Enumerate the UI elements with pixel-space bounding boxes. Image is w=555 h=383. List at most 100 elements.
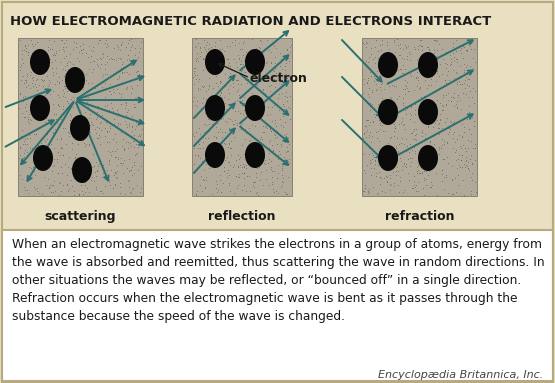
Point xyxy=(49,88,58,94)
Point xyxy=(199,167,208,173)
Point xyxy=(63,88,72,94)
Point xyxy=(443,61,452,67)
Point xyxy=(132,69,140,75)
Point xyxy=(392,135,401,141)
Point xyxy=(406,163,415,169)
Point xyxy=(82,185,91,191)
Point xyxy=(71,161,80,167)
Point xyxy=(213,187,222,193)
Point xyxy=(50,126,59,132)
Point xyxy=(194,152,203,159)
Point xyxy=(238,67,247,74)
Point xyxy=(227,152,236,158)
Point xyxy=(212,185,221,191)
Point xyxy=(214,117,223,123)
Point xyxy=(58,103,67,110)
Point xyxy=(256,136,265,142)
Point xyxy=(132,151,140,157)
Point xyxy=(254,75,263,81)
Point xyxy=(460,67,468,74)
Point xyxy=(375,84,384,90)
Point xyxy=(432,61,441,67)
Point xyxy=(386,135,395,141)
Point xyxy=(385,172,394,178)
Point xyxy=(24,119,33,126)
Point xyxy=(400,107,409,113)
Point xyxy=(36,161,44,167)
Point xyxy=(453,105,462,111)
Point xyxy=(416,144,425,151)
Point xyxy=(113,68,122,74)
Point xyxy=(430,56,438,62)
Point xyxy=(22,73,31,79)
Point xyxy=(133,122,142,128)
Point xyxy=(410,141,419,147)
Point xyxy=(61,63,70,69)
Point xyxy=(468,39,477,45)
Point xyxy=(27,59,36,65)
Point xyxy=(284,158,292,164)
Point xyxy=(114,110,123,116)
Point xyxy=(238,142,246,148)
Point xyxy=(425,184,434,190)
Point xyxy=(359,40,367,46)
Point xyxy=(261,97,270,103)
Point xyxy=(270,101,279,107)
Point xyxy=(233,185,241,191)
Point xyxy=(365,157,374,163)
Point xyxy=(247,133,256,139)
Point xyxy=(250,78,259,84)
Point xyxy=(35,104,44,110)
Point xyxy=(261,59,270,65)
Point xyxy=(72,151,80,157)
Point xyxy=(254,150,263,156)
Point xyxy=(120,118,129,124)
Point xyxy=(211,124,220,130)
Point xyxy=(400,77,409,83)
Point xyxy=(58,46,67,52)
Point xyxy=(384,83,393,89)
Point xyxy=(374,101,382,107)
Point xyxy=(385,118,393,124)
Point xyxy=(220,93,229,100)
Point xyxy=(435,74,443,80)
Point xyxy=(125,167,134,173)
Point xyxy=(384,72,393,78)
Point xyxy=(451,175,460,182)
Point xyxy=(241,73,250,79)
Ellipse shape xyxy=(378,52,398,78)
Point xyxy=(388,72,397,78)
Point xyxy=(124,184,133,190)
Point xyxy=(17,77,26,83)
Point xyxy=(28,77,37,83)
Point xyxy=(440,60,449,66)
Point xyxy=(119,147,128,153)
Point xyxy=(273,61,281,67)
Point xyxy=(461,64,470,70)
Point xyxy=(411,126,420,132)
Point xyxy=(382,147,391,154)
Point xyxy=(37,139,46,146)
Point xyxy=(204,121,213,128)
Point xyxy=(471,189,480,195)
Point xyxy=(47,157,56,163)
Point xyxy=(466,110,475,116)
Point xyxy=(238,121,247,127)
Point xyxy=(54,124,63,130)
Point xyxy=(89,123,98,129)
Point xyxy=(114,122,123,128)
Point xyxy=(33,101,42,107)
Point xyxy=(123,86,132,92)
Point xyxy=(81,77,90,83)
Point xyxy=(193,72,201,78)
Point xyxy=(366,100,375,106)
Point xyxy=(105,107,114,113)
Point xyxy=(212,189,221,195)
Point xyxy=(273,128,282,134)
Point xyxy=(420,97,428,103)
Point xyxy=(376,87,385,93)
Point xyxy=(439,156,448,162)
Point xyxy=(201,46,210,52)
Point xyxy=(386,144,395,150)
Point xyxy=(123,62,132,69)
